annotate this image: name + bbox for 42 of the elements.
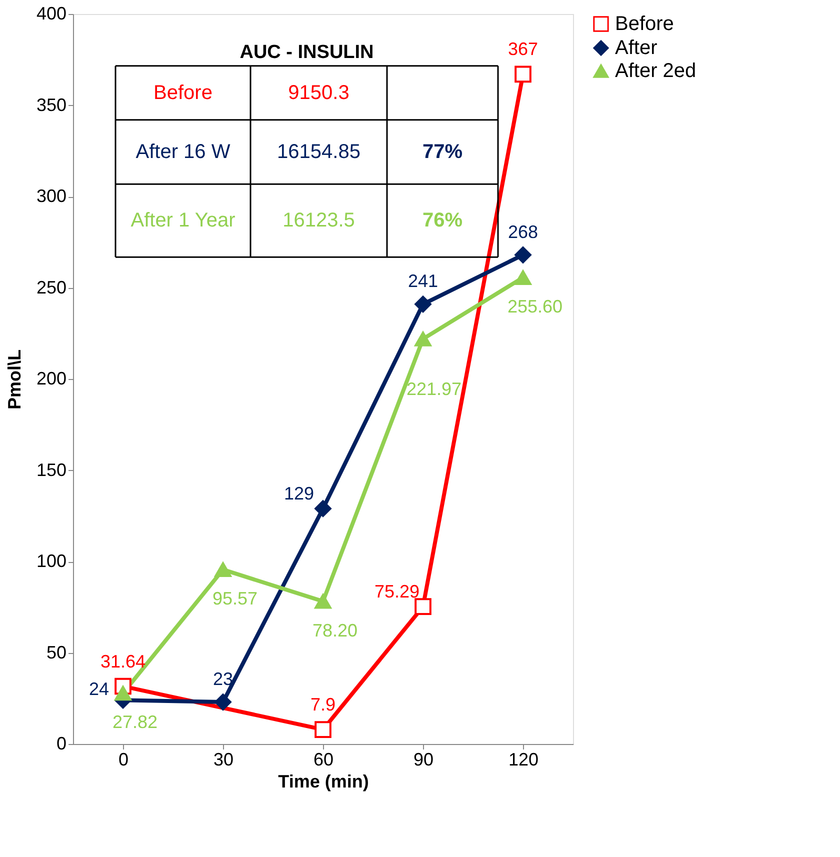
data-label: 241 — [408, 271, 438, 292]
data-label: 78.20 — [312, 620, 358, 640]
data-label: 31.64 — [100, 651, 146, 672]
x-axis-title: Time (min) — [278, 772, 369, 792]
annotation: 16123.5 — [282, 210, 355, 232]
x-tick-label: 90 — [413, 750, 434, 770]
y-tick-label: 100 — [36, 551, 66, 571]
y-tick-label: 400 — [36, 4, 66, 24]
y-tick-label: 200 — [36, 368, 66, 388]
annotation: After 1 Year — [130, 210, 236, 232]
data-label: 268 — [508, 222, 538, 242]
data-label: 367 — [508, 39, 538, 60]
x-tick-label: 120 — [508, 750, 539, 770]
x-tick-label: 0 — [118, 750, 129, 770]
legend-label: After 2ed — [615, 60, 696, 82]
y-tick-label: 0 — [56, 734, 66, 754]
y-tick-label: 50 — [46, 642, 66, 662]
y-tick-label: 250 — [36, 277, 66, 298]
annotation: After 16 W — [136, 140, 230, 163]
annotation: AUC - INSULIN — [240, 42, 374, 63]
data-label: 255.60 — [507, 296, 563, 317]
data-label: 95.57 — [212, 588, 258, 609]
annotation: 9150.3 — [288, 82, 350, 104]
x-tick-label: 60 — [313, 750, 334, 770]
data-label: 24 — [88, 679, 110, 700]
y-axis-title: Pmol\L — [4, 349, 24, 410]
legend-label: After — [615, 37, 658, 59]
legend-label: Before — [615, 13, 674, 35]
data-label: 7.9 — [310, 694, 336, 715]
annotation: 16154.85 — [277, 140, 360, 163]
data-label: 27.82 — [112, 712, 158, 732]
annotation: 77% — [422, 140, 463, 163]
annotation: Before — [154, 82, 212, 104]
data-label: 23 — [212, 669, 234, 690]
x-tick-label: 30 — [213, 750, 234, 770]
y-tick-label: 350 — [36, 94, 66, 115]
data-label: 129 — [284, 484, 314, 504]
y-tick-label: 150 — [36, 460, 66, 480]
data-label: 221.97 — [406, 378, 462, 399]
data-label: 75.29 — [374, 582, 420, 602]
annotation: 76% — [422, 210, 463, 232]
y-tick-label: 300 — [36, 186, 66, 206]
